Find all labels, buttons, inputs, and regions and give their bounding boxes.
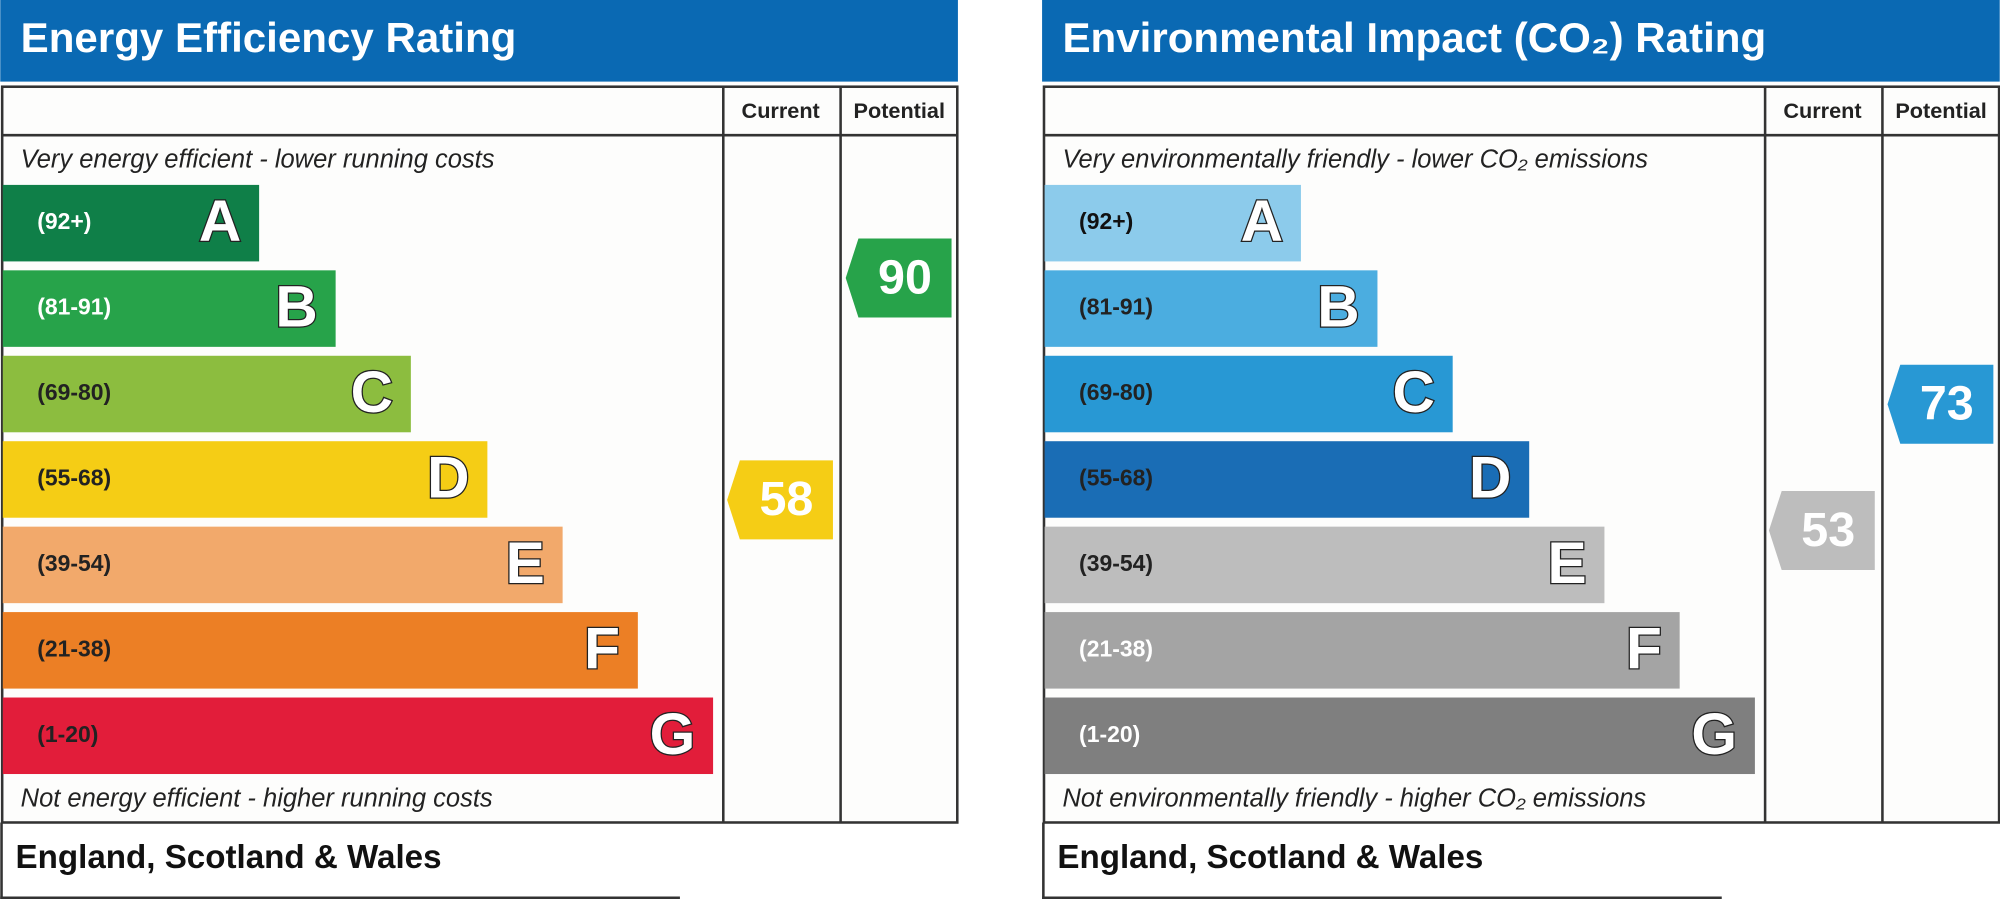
column-header: Current: [742, 98, 820, 123]
rating-band: [1044, 612, 1680, 689]
band-letter: F: [1626, 616, 1662, 681]
rating-arrow: [727, 460, 833, 540]
rating-arrow: [1887, 364, 1994, 444]
rating-band: [1044, 441, 1530, 518]
band-range: (39-54): [1079, 550, 1153, 576]
band-range: (39-54): [37, 550, 111, 576]
band-letter: D: [1469, 446, 1511, 511]
column-header: Potential: [1895, 98, 1986, 123]
bottom-note: Not environmentally friendly - higher CO…: [1062, 784, 1646, 812]
rating-band: [1044, 526, 1605, 604]
rating-band: [2, 697, 714, 775]
rating-value: 90: [878, 250, 932, 304]
rating-band: [1044, 355, 1453, 433]
band-range: (69-80): [37, 379, 111, 405]
band-letter: C: [1392, 360, 1434, 425]
band-range: (1-20): [37, 721, 98, 747]
rating-band: [2, 526, 563, 604]
panel-title: Environmental Impact (CO₂) Rating: [1062, 14, 1766, 61]
band-range: (69-80): [1079, 379, 1153, 405]
rating-band: [2, 612, 638, 689]
rating-band: [2, 184, 260, 262]
band-letter: B: [275, 275, 317, 340]
footer-text: England, Scotland & Wales: [1057, 839, 1483, 876]
band-letter: F: [584, 616, 620, 681]
title-bar: [0, 0, 958, 82]
bottom-note: Not energy efficient - higher running co…: [21, 784, 493, 812]
rating-band: [2, 270, 336, 347]
rating-arrow: [845, 238, 952, 318]
column-header: Potential: [854, 98, 945, 123]
band-range: (55-68): [1079, 465, 1153, 491]
top-note: Very energy efficient - lower running co…: [21, 145, 495, 173]
band-letter: B: [1317, 275, 1359, 340]
band-letter: A: [1241, 189, 1283, 254]
band-letter: G: [650, 702, 696, 767]
rating-band: [2, 441, 488, 518]
top-note: Very environmentally friendly - lower CO…: [1062, 145, 1648, 173]
band-letter: G: [1691, 702, 1737, 767]
band-range: (92+): [1079, 208, 1133, 234]
rating-band: [2, 355, 411, 433]
band-letter: E: [506, 531, 545, 596]
band-range: (92+): [37, 208, 91, 234]
footer-text: England, Scotland & Wales: [16, 839, 442, 876]
rating-arrow: [1768, 490, 1875, 571]
band-range: (81-91): [37, 294, 111, 320]
band-letter: C: [351, 360, 393, 425]
band-range: (1-20): [1079, 721, 1140, 747]
band-letter: A: [199, 189, 241, 254]
panel-title: Energy Efficiency Rating: [21, 14, 517, 61]
rating-value: 53: [1801, 503, 1855, 557]
rating-band: [1044, 697, 1755, 775]
rating-band: [1044, 184, 1301, 262]
rating-value: 58: [759, 472, 813, 526]
band-letter: E: [1547, 531, 1586, 596]
band-range: (81-91): [1079, 294, 1153, 320]
rating-value: 73: [1920, 377, 1974, 431]
column-header: Current: [1783, 98, 1861, 123]
rating-band: [1044, 270, 1378, 347]
band-range: (55-68): [37, 465, 111, 491]
band-range: (21-38): [1079, 635, 1153, 661]
band-range: (21-38): [37, 635, 111, 661]
band-letter: D: [427, 446, 469, 511]
title-bar: [1042, 0, 2000, 82]
